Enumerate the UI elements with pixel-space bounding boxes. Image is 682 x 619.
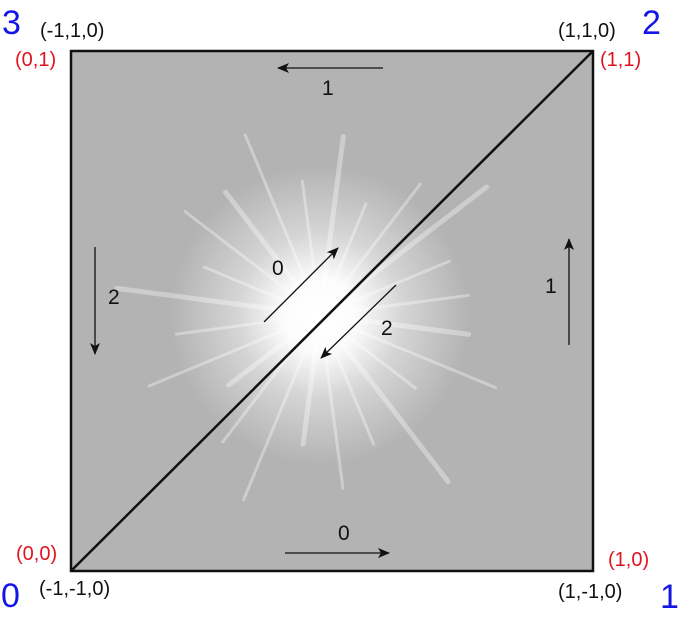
vertex-position-1: (1,-1,0) xyxy=(558,581,623,603)
diagonal-label-up: 0 xyxy=(272,257,284,280)
vertex-index-0: 0 xyxy=(1,577,20,615)
vertex-position-0: (-1,-1,0) xyxy=(39,578,111,600)
edge-label-right: 1 xyxy=(545,275,557,298)
starburst-glow-icon xyxy=(114,133,498,502)
vertex-uv-2: (1,1) xyxy=(600,49,642,71)
quad-outline xyxy=(69,49,595,573)
edge-label-left: 2 xyxy=(108,286,120,309)
vertex-uv-1: (1,0) xyxy=(608,549,650,571)
vertex-position-3: (-1,1,0) xyxy=(40,20,105,42)
edge-label-top: 1 xyxy=(322,77,334,100)
vertex-index-1: 1 xyxy=(660,578,679,616)
diagonal-label-down: 2 xyxy=(381,317,393,340)
vertex-position-2: (1,1,0) xyxy=(558,20,616,42)
vertex-index-2: 2 xyxy=(642,4,661,42)
diagonal-edge xyxy=(70,50,594,572)
edge-label-bottom: 0 xyxy=(338,522,350,545)
vertex-uv-0: (0,0) xyxy=(16,543,58,565)
diagonal-arrow-up xyxy=(263,247,339,323)
vertex-uv-3: (0,1) xyxy=(15,49,57,71)
vertex-index-3: 3 xyxy=(2,4,21,42)
diagonal-arrow-down xyxy=(320,284,397,359)
